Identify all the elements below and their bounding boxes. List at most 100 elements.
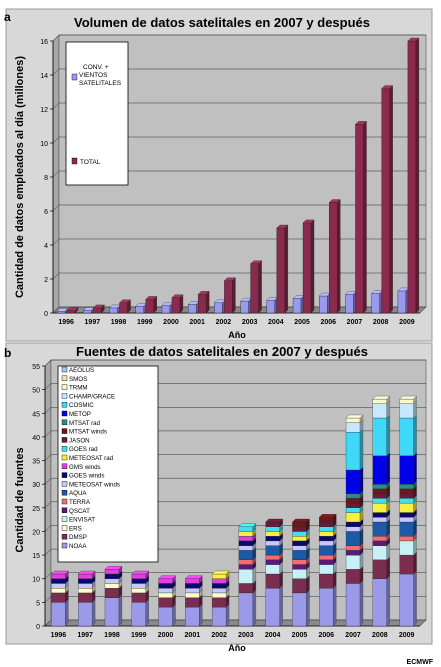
stack-segment [345,550,361,556]
stack-segment [104,573,120,579]
stack-segment [319,559,334,565]
chart-sources: b Fuentes de datos satelitales en 2007 y… [4,342,433,653]
chart-a-ylabel: Cantidad de datos empleados al día (mill… [14,56,26,298]
stack-segment [372,578,387,627]
chart-b-xtick-label: 1998 [104,632,120,639]
chart-b-xtick-label: 2004 [265,632,281,639]
stack-segment [211,597,227,608]
stack-segment [372,455,387,485]
chart-b-gridline [44,501,426,508]
chart-b-xtick-label: 1996 [51,632,67,639]
stack-segment [399,417,414,456]
stack-segment [104,588,120,598]
bar-total-side [363,120,367,314]
stack-segment [211,573,227,579]
legend-b-label: TRMM [69,385,88,392]
stack-segment [265,545,280,556]
stack-segment [345,432,361,471]
bar-total-side [206,290,210,314]
bar-total-top [381,85,394,89]
stack-segment [78,592,93,603]
stack-segment [238,540,254,546]
bar-total-top [407,37,420,42]
stack-segment-side [359,428,364,471]
stack-segment [292,564,307,570]
stack-top [265,518,284,523]
stack-segment [399,554,414,575]
stack-segment [185,583,200,589]
chart-a-xtick-label: 2008 [373,319,389,326]
bar-total [355,124,364,314]
chart-a-xtick-label: 2001 [189,319,205,326]
bar-total-top [66,307,79,311]
stack-segment [399,512,414,518]
stack-segment [265,564,280,575]
bar-conv [187,304,197,314]
chart-b-xtick-label: 2001 [185,632,201,639]
chart-a-xtick-label: 2009 [399,319,415,326]
legend-b-swatch [61,454,68,461]
legend-a-swatch-conv [71,73,78,81]
legend-b-swatch [61,375,68,381]
stack-segment [185,578,200,584]
stack-segment [104,578,120,584]
legend-b-swatch [61,490,68,496]
legend-b-label: JASON [69,437,90,444]
stack-top [211,570,230,575]
stack-segment [372,493,387,499]
legend-b-swatch [61,419,68,425]
stack-segment [158,578,173,584]
stack-segment [372,403,387,419]
bar-conv [292,298,302,314]
bar-conv [109,307,118,314]
stack-segment [292,531,307,537]
stack-segment [292,536,307,542]
chart-b-ytick-label: 55 [32,364,40,371]
bar-total [93,307,102,314]
chart-b-ytick-label: 40 [32,435,40,442]
stack-segment [345,583,361,627]
stack-top [238,523,257,527]
stack-segment [131,573,146,579]
legend-b-label: TERRA [69,499,91,506]
chart-a-ytick-label: 14 [40,73,48,80]
bar-total [66,310,76,314]
legend-b-swatch [61,437,68,443]
bar-total-top [302,219,315,224]
stack-segment-side [226,603,230,627]
legend-b-swatch [61,525,68,531]
stack-segment [78,583,93,589]
chart-b-xlabel: Año [228,643,246,653]
stack-segment-side [386,575,390,627]
stack-segment-side [386,452,390,485]
bar-total-side [284,224,288,314]
stack-segment [372,484,387,490]
chart-a-gridline [52,68,426,76]
legend-b-label: ERS [69,525,82,532]
chart-a-xtick-label: 2002 [216,319,232,326]
stack-segment [372,512,387,518]
chart-b-ytick-label: 45 [32,411,40,418]
stack-segment [319,554,334,560]
legend-b-label: METOP [69,411,91,418]
stack-segment [78,588,93,594]
chart-a-ytick-label: 2 [44,277,48,284]
stack-segment-side [199,603,203,627]
stack-segment-side [359,580,364,627]
legend-b-swatch [61,507,68,513]
stack-segment [238,559,254,565]
stack-segment [238,569,254,584]
legend-b-swatch [61,498,68,505]
bar-total [329,202,338,314]
stack-segment [319,545,334,556]
stack-segment [399,455,414,485]
stack-segment [51,588,66,594]
stack-segment [158,606,173,627]
chart-a-gridline [52,204,426,212]
stack-segment [51,583,66,589]
bar-total-top [250,260,262,264]
chart-b-xtick-label: 1997 [77,632,93,639]
stack-segment [345,469,361,494]
